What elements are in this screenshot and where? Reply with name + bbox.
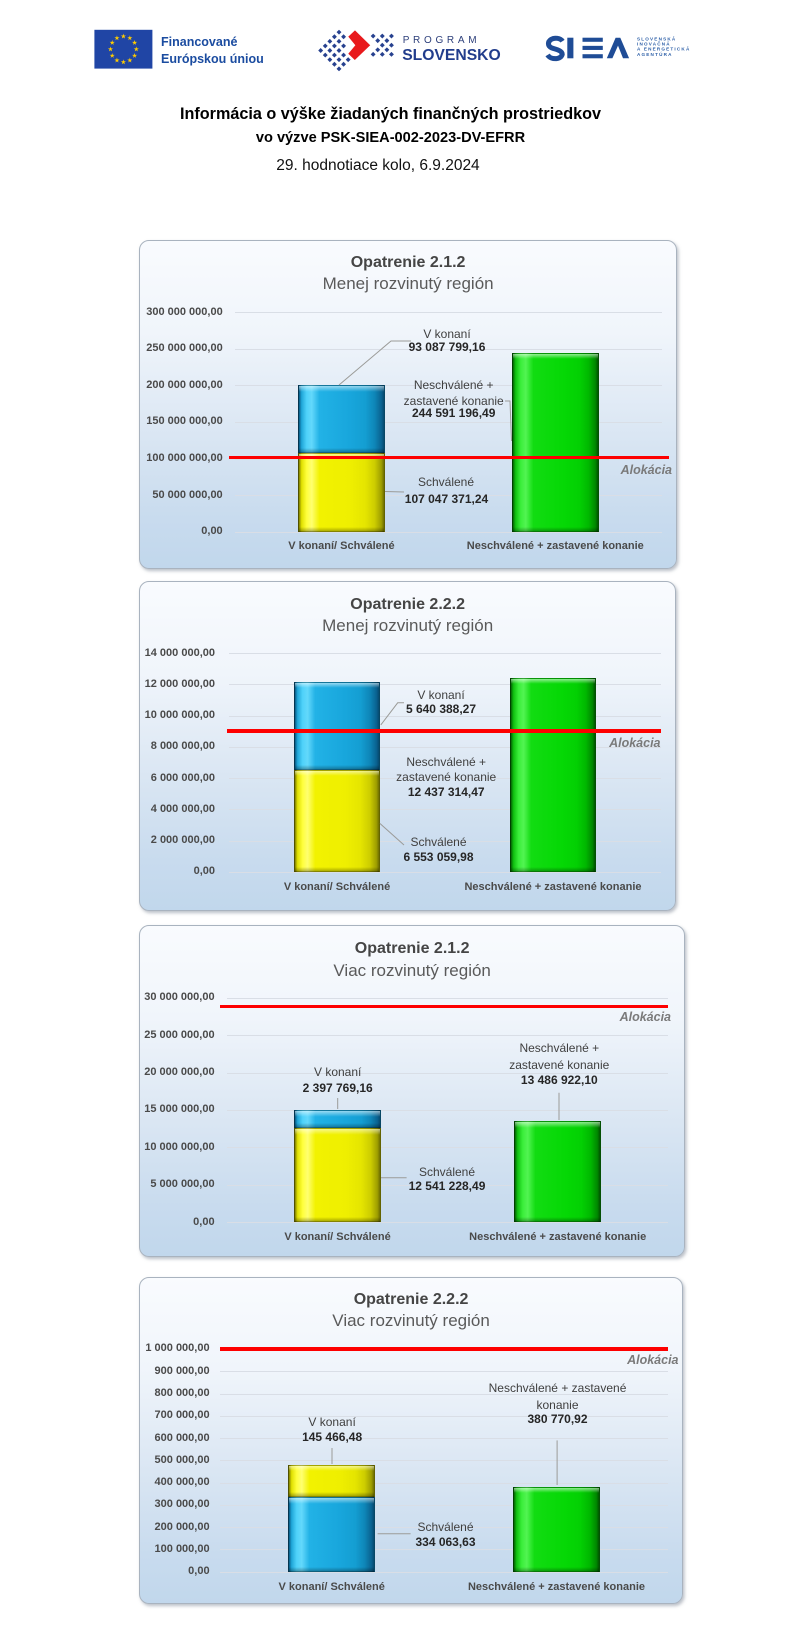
svg-text:AGENTÚRA: AGENTÚRA <box>637 51 673 57</box>
svg-text:SLOVENSKÁ: SLOVENSKÁ <box>637 35 676 41</box>
svg-text:A ENERGETICKÁ: A ENERGETICKÁ <box>637 45 690 51</box>
svg-text:INOVAČNÁ: INOVAČNÁ <box>637 40 671 46</box>
